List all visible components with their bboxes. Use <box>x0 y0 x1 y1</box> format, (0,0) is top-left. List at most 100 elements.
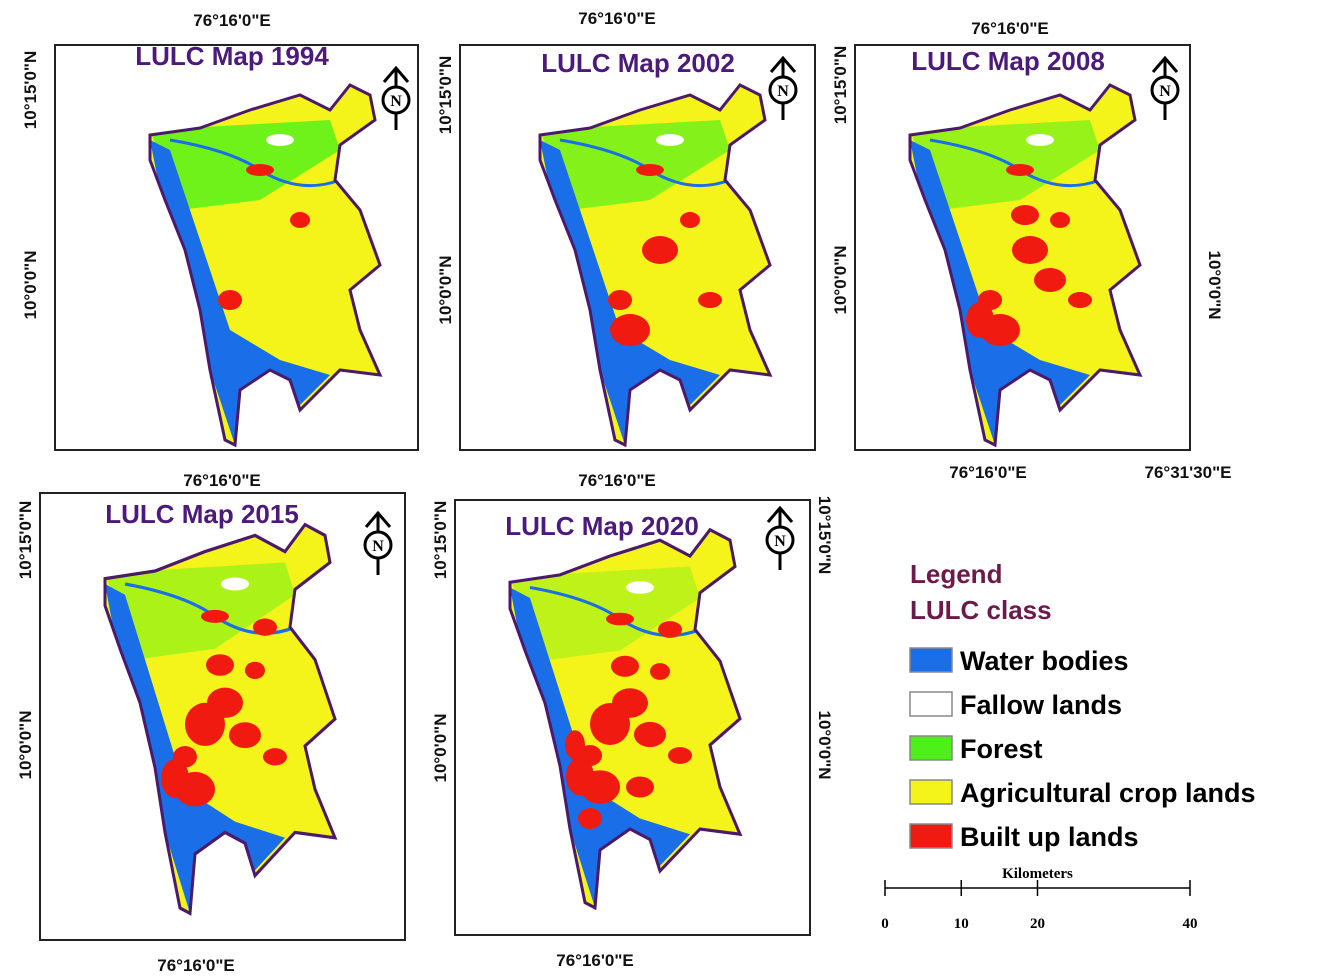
legend-swatch <box>909 647 953 673</box>
builtup-patch <box>610 314 650 346</box>
legend-label: Fallow lands <box>960 690 1122 720</box>
coordinate-label: 10°15'0"N <box>16 501 35 579</box>
legend-swatch <box>909 691 953 717</box>
builtup-patch <box>668 747 692 764</box>
builtup-patch <box>650 663 670 680</box>
legend-swatch <box>909 823 953 849</box>
coordinate-label: 76°16'0"E <box>949 463 1027 482</box>
lulc-map: LULC Map 2002 N 76°16'0"E 10°15'0"N 10°0'0"N <box>436 9 816 451</box>
map-title: LULC Map 2015 <box>105 499 299 529</box>
north-head <box>1151 55 1179 73</box>
scale-bar: Kilometers 0 10 20 40 <box>881 866 1197 932</box>
fallow-patch <box>1026 134 1054 146</box>
fallow-patch <box>221 577 249 591</box>
builtup-patch <box>218 290 242 310</box>
builtup-patch <box>636 164 664 176</box>
north-circle <box>1150 75 1180 105</box>
builtup-patch <box>590 703 630 745</box>
north-head <box>382 65 410 83</box>
builtup-patch <box>246 164 274 176</box>
builtup-patch <box>253 618 277 636</box>
coordinate-label: 76°16'0"E <box>193 11 271 30</box>
north-label: N <box>774 533 786 550</box>
map-shape <box>908 83 1142 447</box>
coordinate-label: 76°16'0"E <box>578 471 656 490</box>
map-frame <box>39 492 406 941</box>
coordinate-label: 10°15'0"N <box>436 56 455 134</box>
map-frame <box>454 499 811 936</box>
coordinate-label: 10°0'0"N <box>16 711 35 780</box>
water-area <box>105 583 285 914</box>
legend-label: Built up lands <box>960 822 1139 852</box>
legend-swatch <box>909 735 953 761</box>
map-shape <box>103 522 337 916</box>
builtup-patch <box>290 212 310 228</box>
map-title: LULC Map 1994 <box>135 41 329 71</box>
builtup-patch <box>626 776 654 798</box>
builtup-patch <box>263 748 287 766</box>
lulc-map: LULC Map 1994 N 76°16'0"E 10°15'0"N 10°0'0"N <box>21 11 419 451</box>
coordinate-label: 76°16'0"E <box>157 956 235 975</box>
lulc-map: LULC Map 2015 N 76°16'0"E 10°15'0"N 10°0'0"N… <box>16 471 406 975</box>
builtup-patch <box>185 702 225 746</box>
coordinate-label: 76°16'0"E <box>556 951 634 970</box>
north-label: N <box>372 538 384 555</box>
water-area <box>510 587 690 908</box>
legend-label: Water bodies <box>960 646 1129 676</box>
builtup-patch <box>565 730 585 760</box>
scale-title: Kilometers <box>1002 866 1073 882</box>
legend-swatch <box>909 779 953 805</box>
coordinate-label: 10°15'0"N <box>21 51 40 129</box>
map-shape <box>508 528 742 910</box>
builtup-patch <box>698 292 722 308</box>
north-label: N <box>777 83 789 100</box>
coordinate-label: 10°0'0"N <box>431 714 450 783</box>
legend-subtitle: LULC class <box>910 595 1052 625</box>
builtup-patch <box>611 655 639 677</box>
map-title: LULC Map 2020 <box>505 511 699 541</box>
legend-label: Agricultural crop lands <box>960 778 1256 808</box>
builtup-patch <box>1006 164 1034 176</box>
scale-tick-label: 10 <box>954 916 969 932</box>
scale-tick-label: 40 <box>1183 916 1198 932</box>
coordinate-label: 76°31'30"E <box>1145 463 1232 482</box>
north-label: N <box>390 93 402 110</box>
builtup-patch <box>566 757 594 796</box>
coordinate-label: 10°0'0"N <box>436 256 455 325</box>
coordinate-label: 10°0'0"N <box>1205 251 1224 320</box>
builtup-patch <box>606 612 634 626</box>
builtup-patch <box>642 236 678 264</box>
lulc-map: LULC Map 2020 N 76°16'0"E 10°15'0"N 10°0'0"N… <box>431 471 834 970</box>
scale-tick-label: 20 <box>1030 916 1045 932</box>
builtup-patch <box>608 290 632 310</box>
coordinate-label: 10°15'0"N <box>815 496 834 574</box>
coordinate-label: 10°0'0"N <box>21 251 40 320</box>
legend: Legend LULC class Water bodies Fallow lands… <box>909 559 1256 852</box>
fallow-patch <box>626 581 654 594</box>
map-frame <box>459 44 816 451</box>
builtup-patch <box>1068 292 1092 308</box>
coordinate-label: 10°0'0"N <box>815 711 834 780</box>
builtup-patch <box>658 621 682 638</box>
scale-tick-label: 0 <box>881 916 889 932</box>
coordinate-label: 10°15'0"N <box>831 46 850 124</box>
builtup-patch <box>966 302 994 338</box>
builtup-patch <box>245 661 265 680</box>
builtup-patch <box>206 654 234 676</box>
builtup-patch <box>634 721 666 748</box>
builtup-patch <box>578 808 602 829</box>
builtup-patch <box>680 212 700 228</box>
coordinate-label: 10°15'0"N <box>431 501 450 579</box>
builtup-patch <box>1034 268 1066 292</box>
north-label: N <box>1159 83 1171 100</box>
north-circle <box>363 530 393 560</box>
lulc-map: LULC Map 2008 N 76°16'0"E 10°15'0"N 10°0'0"N… <box>831 19 1231 482</box>
map-title: LULC Map 2008 <box>911 46 1105 76</box>
builtup-patch <box>229 722 261 749</box>
north-circle <box>765 525 795 555</box>
map-shape <box>148 83 382 447</box>
legend-label: Forest <box>960 734 1043 764</box>
builtup-patch <box>1011 205 1039 225</box>
builtup-patch <box>1012 236 1048 264</box>
